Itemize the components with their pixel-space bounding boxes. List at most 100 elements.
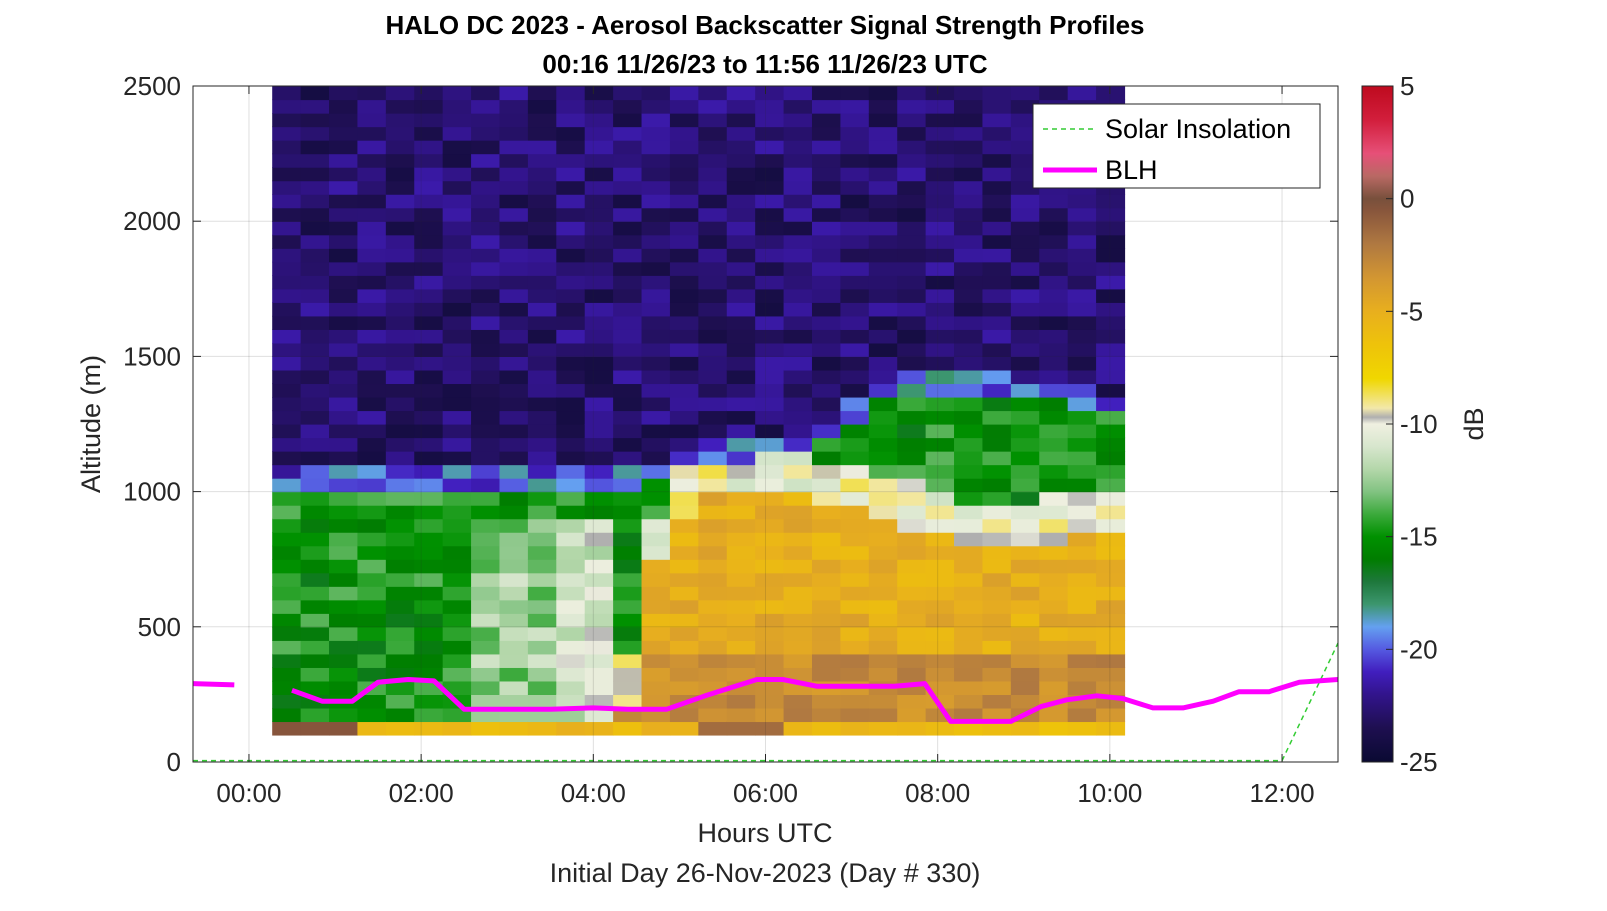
heatmap-cell	[499, 356, 529, 371]
heatmap-cell	[1039, 626, 1069, 641]
heatmap-cell	[868, 545, 898, 560]
heatmap-cell	[300, 721, 330, 736]
heatmap-cell	[897, 505, 927, 520]
heatmap-cell	[499, 369, 529, 385]
heatmap-cell	[613, 234, 643, 249]
heatmap-cell	[357, 207, 387, 222]
heatmap-cell	[329, 437, 359, 452]
heatmap-cell	[669, 518, 699, 533]
heatmap-cell	[726, 194, 756, 209]
heatmap-cell	[499, 680, 529, 695]
heatmap-cell	[669, 478, 699, 493]
heatmap-cell	[982, 478, 1012, 493]
heatmap-cell	[726, 613, 756, 628]
heatmap-cell	[954, 572, 984, 587]
heatmap-cell	[442, 369, 472, 385]
heatmap-cell	[868, 626, 898, 641]
heatmap-cell	[1067, 221, 1097, 236]
heatmap-cell	[1010, 396, 1040, 412]
heatmap-cell	[499, 275, 529, 290]
heatmap-cell	[954, 180, 984, 195]
heatmap-cell	[726, 369, 756, 385]
heatmap-cell	[613, 721, 643, 736]
heatmap-cell	[471, 653, 501, 668]
heatmap-cell	[1010, 437, 1040, 452]
heatmap-cell	[1039, 451, 1069, 466]
heatmap-cell	[300, 329, 330, 344]
heatmap-cell	[755, 194, 785, 209]
heatmap-cell	[840, 572, 870, 587]
heatmap-cell	[1039, 532, 1069, 547]
heatmap-cell	[755, 491, 785, 506]
heatmap-cell	[272, 140, 302, 155]
x-tick-label: 04:00	[561, 778, 626, 808]
heatmap-cell	[556, 599, 586, 614]
heatmap-cell	[414, 342, 444, 357]
heatmap-cell	[698, 234, 728, 249]
heatmap-cell	[726, 640, 756, 655]
heatmap-cell	[613, 464, 643, 479]
heatmap-cell	[414, 613, 444, 628]
heatmap-cell	[329, 424, 359, 439]
heatmap-cell	[868, 194, 898, 209]
heatmap-cell	[556, 478, 586, 493]
heatmap-cell	[385, 586, 415, 601]
heatmap-cell	[385, 180, 415, 195]
heatmap-cell	[1010, 721, 1040, 736]
heatmap-cell	[584, 694, 614, 709]
heatmap-cell	[698, 491, 728, 506]
x-axis-label: Hours UTC	[697, 818, 832, 848]
heatmap-cell	[556, 369, 586, 385]
heatmap-cell	[982, 153, 1012, 168]
heatmap-cell	[1039, 221, 1069, 236]
heatmap-cell	[357, 194, 387, 209]
heatmap-cell	[357, 275, 387, 290]
heatmap-cell	[726, 545, 756, 560]
heatmap-cell	[613, 613, 643, 628]
heatmap-cell	[1010, 302, 1040, 317]
heatmap-cell	[414, 478, 444, 493]
heatmap-cell	[300, 221, 330, 236]
heatmap-cell	[442, 140, 472, 155]
heatmap-cell	[471, 288, 501, 303]
heatmap-cell	[556, 545, 586, 560]
heatmap-cell	[527, 586, 557, 601]
heatmap-cell	[783, 342, 813, 357]
heatmap-cell	[669, 288, 699, 303]
heatmap-cell	[811, 451, 841, 466]
heatmap-cell	[1067, 315, 1097, 330]
heatmap-cell	[527, 180, 557, 195]
heatmap-cell	[726, 518, 756, 533]
heatmap-cell	[1039, 329, 1069, 344]
heatmap-cell	[1096, 545, 1126, 560]
heatmap-cell	[357, 234, 387, 249]
heatmap-cell	[783, 356, 813, 371]
heatmap-cell	[783, 140, 813, 155]
heatmap-cell	[385, 383, 415, 398]
heatmap-cell	[556, 572, 586, 587]
heatmap-cell	[556, 383, 586, 398]
heatmap-cell	[811, 478, 841, 493]
heatmap-cell	[527, 194, 557, 209]
heatmap-cell	[613, 559, 643, 574]
heatmap-cell	[726, 721, 756, 736]
heatmap-cell	[556, 234, 586, 249]
heatmap-cell	[954, 640, 984, 655]
heatmap-cell	[726, 694, 756, 709]
heatmap-cell	[272, 545, 302, 560]
heatmap-cell	[954, 221, 984, 236]
colorbar-tick-label: -20	[1400, 634, 1438, 664]
heatmap-cell	[499, 315, 529, 330]
heatmap-cell	[641, 261, 671, 276]
heatmap-cell	[840, 613, 870, 628]
heatmap-cell	[300, 653, 330, 668]
heatmap-cell	[669, 342, 699, 357]
heatmap-cell	[897, 424, 927, 439]
heatmap-cell	[698, 626, 728, 641]
heatmap-cell	[897, 626, 927, 641]
heatmap-cell	[783, 234, 813, 249]
heatmap-cell	[556, 518, 586, 533]
heatmap-cell	[868, 329, 898, 344]
heatmap-cell	[414, 369, 444, 385]
heatmap-cell	[414, 261, 444, 276]
